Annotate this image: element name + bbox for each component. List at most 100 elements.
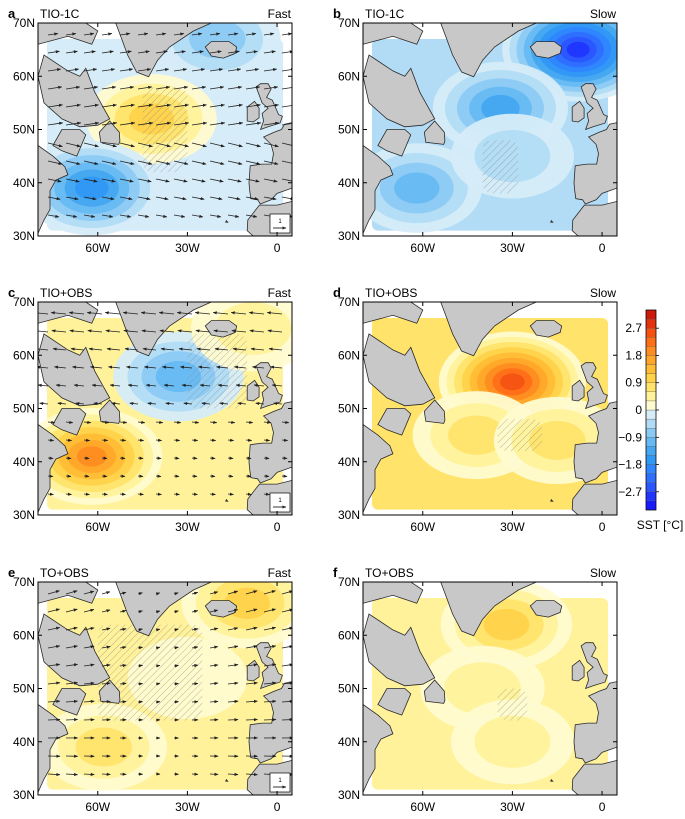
colorbar-swatch xyxy=(645,500,657,511)
anomaly-f-2 xyxy=(450,699,575,785)
panel-d-plot xyxy=(363,302,617,515)
y-tick-label: 30N xyxy=(13,508,35,522)
y-tick-label: 70N xyxy=(13,16,35,30)
x-tick-label: 30W xyxy=(500,520,525,534)
y-tick-label: 40N xyxy=(13,455,35,469)
y-tick-label: 70N xyxy=(13,295,35,309)
y-tick-label: 50N xyxy=(13,123,35,137)
panel-letter: b xyxy=(333,6,341,21)
panel-a-plot xyxy=(38,23,292,236)
x-tick-label: 30W xyxy=(175,800,200,814)
panel-title: TIO+OBS xyxy=(365,286,417,300)
colorbar-label: SST [°C] xyxy=(637,518,684,532)
colorbar-swatch xyxy=(645,364,657,374)
reference-vector: 1 xyxy=(269,772,291,793)
reference-vector: 1 xyxy=(269,492,291,513)
y-tick-label: 40N xyxy=(13,735,35,749)
panel-title: TO+OBS xyxy=(40,566,89,580)
colorbar-swatch xyxy=(645,437,657,447)
significance-hatching xyxy=(497,688,528,721)
y-tick-label: 30N xyxy=(338,788,360,802)
panel-mode: Slow xyxy=(590,7,616,21)
colorbar-swatch xyxy=(645,382,657,392)
y-tick-label: 60N xyxy=(13,628,35,642)
y-tick-label: 40N xyxy=(338,176,360,190)
wind-vectors xyxy=(47,590,292,777)
significance-hatching xyxy=(142,86,188,173)
panel-mode: Slow xyxy=(590,566,616,580)
colorbar-tick-label: −1.8 xyxy=(618,458,642,472)
panel-e-plot xyxy=(38,582,292,795)
y-tick-label: 40N xyxy=(338,735,360,749)
panel-mode: Fast xyxy=(268,286,292,300)
significance-hatching xyxy=(187,333,248,409)
y-tick-label: 30N xyxy=(338,229,360,243)
y-tick-label: 50N xyxy=(338,402,360,416)
anomaly-a-1 xyxy=(38,140,161,236)
panel-letter: d xyxy=(333,285,341,300)
significance-hatching xyxy=(482,140,519,194)
x-tick-label: 60W xyxy=(410,800,435,814)
panel-f-plot xyxy=(363,582,617,795)
x-tick-label: 0 xyxy=(274,241,281,255)
y-tick-label: 30N xyxy=(338,508,360,522)
colorbar-tick-label: 2.7 xyxy=(625,321,642,335)
land xyxy=(38,23,292,236)
colorbar-swatch xyxy=(645,337,657,347)
x-tick-label: 60W xyxy=(85,800,110,814)
panel-c-plot xyxy=(38,302,292,515)
colorbar-swatch xyxy=(645,482,657,492)
panel-b-plot xyxy=(363,23,617,236)
y-tick-label: 60N xyxy=(338,348,360,362)
x-tick-label: 60W xyxy=(410,520,435,534)
x-tick-label: 30W xyxy=(500,800,525,814)
x-tick-label: 30W xyxy=(175,241,200,255)
y-tick-label: 40N xyxy=(338,455,360,469)
x-tick-label: 30W xyxy=(175,520,200,534)
x-tick-label: 60W xyxy=(85,241,110,255)
colorbar-swatch xyxy=(645,409,657,420)
panel-title: TO+OBS xyxy=(365,566,414,580)
land xyxy=(363,582,617,795)
y-tick-label: 30N xyxy=(13,229,35,243)
y-tick-label: 30N xyxy=(13,788,35,802)
y-tick-label: 50N xyxy=(13,682,35,696)
colorbar-tick-label: 0 xyxy=(635,403,642,417)
wind-vectors xyxy=(38,311,290,496)
colorbar-swatch xyxy=(645,346,657,356)
colorbar-swatch xyxy=(645,491,657,502)
land xyxy=(38,582,292,795)
panel-letter: e xyxy=(8,565,15,580)
y-tick-label: 60N xyxy=(13,348,35,362)
colorbar-tick-label: 1.8 xyxy=(625,349,642,363)
panel-mode: Fast xyxy=(268,7,292,21)
colorbar-swatch xyxy=(645,355,657,365)
colorbar-swatch xyxy=(645,391,657,402)
y-tick-label: 60N xyxy=(338,69,360,83)
reference-vector-label: 1 xyxy=(278,219,282,225)
colorbar-swatch xyxy=(645,373,657,383)
panel-mode: Slow xyxy=(590,286,616,300)
significance-hatching xyxy=(497,419,543,452)
panel-letter: a xyxy=(8,6,16,21)
colorbar-swatch xyxy=(645,309,657,320)
colorbar-swatch xyxy=(645,464,657,474)
y-tick-label: 70N xyxy=(338,16,360,30)
x-tick-label: 0 xyxy=(274,520,281,534)
panel-title: TIO-1C xyxy=(365,7,405,21)
x-tick-label: 0 xyxy=(274,800,281,814)
land xyxy=(363,23,617,236)
panel-letter: f xyxy=(333,565,338,580)
panel-letter: c xyxy=(8,285,15,300)
y-tick-label: 40N xyxy=(13,176,35,190)
colorbar-swatch xyxy=(645,328,657,338)
colorbar-swatch xyxy=(645,446,657,456)
colorbar-tick-label: 0.9 xyxy=(625,376,642,390)
